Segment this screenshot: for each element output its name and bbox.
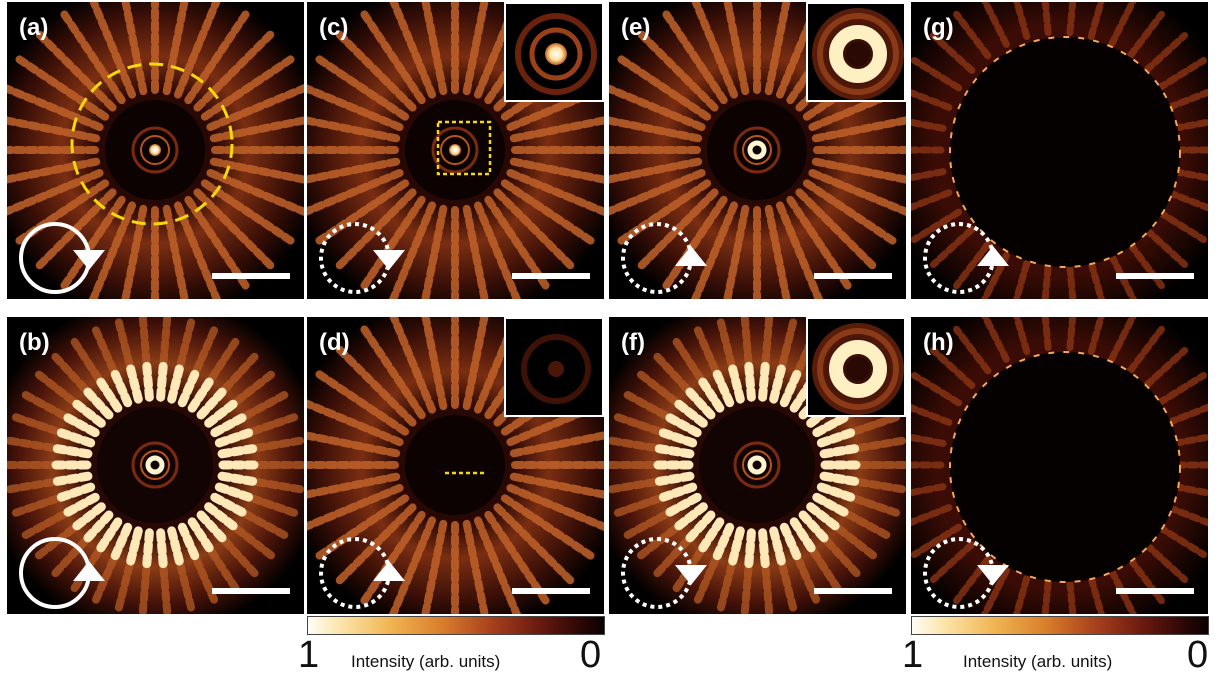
- panel-c-inset: [504, 2, 604, 102]
- dark-core: [97, 407, 213, 523]
- center-ring: [131, 441, 179, 489]
- center-ring: [140, 450, 170, 480]
- arrow-up-icon: [373, 561, 405, 581]
- center-ring: [742, 135, 772, 165]
- panel-b-label: (b): [19, 329, 50, 356]
- spoke-pattern: [7, 2, 304, 299]
- dark-disk: [950, 37, 1180, 267]
- inset-donut: [829, 25, 887, 83]
- disk-edge: [949, 351, 1181, 583]
- scale-bar: [512, 273, 590, 279]
- panel-a-label: (a): [19, 14, 49, 41]
- center-spot: [449, 144, 461, 156]
- inset-image: [506, 4, 602, 100]
- center-spot: [149, 144, 161, 156]
- scale-bar: [1116, 273, 1194, 279]
- scale-bar: [1116, 588, 1194, 594]
- spoke-pattern: [50, 360, 260, 570]
- center-ring: [440, 135, 470, 165]
- arrow-up-icon: [977, 246, 1009, 266]
- center-ring: [131, 126, 179, 174]
- center-ring: [733, 126, 781, 174]
- panel-e: (e): [609, 2, 906, 299]
- inset-ring: [515, 13, 597, 95]
- panel-a-image: [7, 2, 304, 299]
- panel-h-label: (h): [923, 329, 954, 356]
- inset-image: [808, 319, 904, 415]
- spoke-pattern: [911, 2, 1208, 299]
- panel-f-label: (f): [621, 329, 645, 356]
- colorbar-2-title: Intensity (arb. units): [963, 652, 1113, 671]
- inset-ring: [521, 334, 591, 404]
- colorbar-2: [911, 616, 1209, 635]
- panel-f-inset: [806, 317, 906, 417]
- center-ring: [140, 135, 170, 165]
- center-donut: [747, 455, 767, 475]
- inset-ring: [817, 13, 899, 95]
- panel-b-image: [7, 317, 304, 614]
- center-ring: [733, 441, 781, 489]
- panel-g-label: (g): [923, 14, 954, 41]
- yellow-dashed-circle: [70, 62, 234, 226]
- inset-hole: [846, 42, 870, 66]
- dark-disk: [950, 352, 1180, 582]
- panel-g-image: [911, 2, 1208, 299]
- scale-bar: [814, 273, 892, 279]
- colorbar-2-max: 0: [1187, 634, 1209, 676]
- dark-core: [405, 415, 505, 515]
- panel-f: (f): [609, 317, 906, 614]
- inset-image: [808, 4, 904, 100]
- yellow-dotted-box: [436, 120, 492, 176]
- colorbar-1-max: 0: [580, 634, 602, 676]
- arrow-up-icon: [73, 561, 105, 581]
- center-ring: [742, 450, 772, 480]
- panel-d: (d): [307, 317, 604, 614]
- arrow-down-icon: [977, 565, 1009, 585]
- spoke-pattern: [609, 2, 906, 299]
- panel-d-label: (d): [319, 329, 350, 356]
- center-donut: [747, 140, 767, 160]
- inset-ring: [529, 27, 583, 81]
- arrow-down-icon: [73, 250, 105, 270]
- inset-image: [506, 319, 602, 415]
- arrow-down-icon: [675, 565, 707, 585]
- panel-h: (h): [911, 317, 1208, 614]
- inset-hole: [846, 357, 870, 381]
- panel-a: (a): [7, 2, 304, 299]
- colorbar-1-min: 1: [298, 634, 320, 676]
- dark-core: [699, 407, 815, 523]
- colorbar-2-min: 1: [902, 634, 924, 676]
- panel-c: (c): [307, 2, 604, 299]
- panel-d-inset: [504, 317, 604, 417]
- inset-donut: [829, 340, 887, 398]
- arrow-up-icon: [675, 246, 707, 266]
- scale-bar: [212, 588, 290, 594]
- panel-h-image: [911, 317, 1208, 614]
- panel-g: (g): [911, 2, 1208, 299]
- panel-e-inset: [806, 2, 906, 102]
- inset-spot: [548, 361, 564, 377]
- scale-bar: [512, 588, 590, 594]
- scale-bar: [814, 588, 892, 594]
- panel-b: (b): [7, 317, 304, 614]
- panel-e-label: (e): [621, 14, 651, 41]
- spoke-pattern: [652, 360, 862, 570]
- colorbar-1-title: Intensity (arb. units): [351, 652, 501, 671]
- center-donut: [145, 455, 165, 475]
- inset-spot: [545, 43, 567, 65]
- arrow-down-icon: [373, 250, 405, 270]
- colorbar-1: [307, 616, 605, 635]
- center-ring: [431, 126, 479, 174]
- spoke-pattern: [911, 317, 1208, 614]
- dark-core: [707, 100, 807, 200]
- panel-c-label: (c): [319, 14, 349, 41]
- disk-edge: [949, 36, 1181, 268]
- inset-ring: [817, 328, 899, 410]
- scale-bar: [212, 273, 290, 279]
